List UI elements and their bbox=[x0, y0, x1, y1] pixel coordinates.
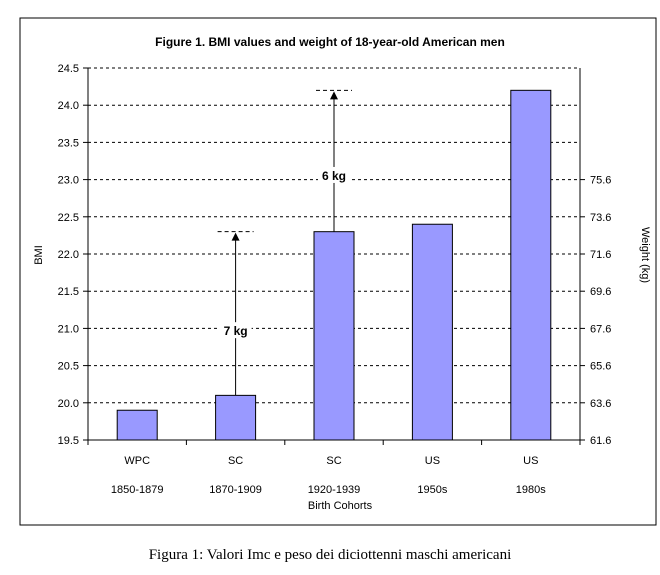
y-tick-label: 23.0 bbox=[58, 175, 79, 187]
y2-tick-label: 73.6 bbox=[590, 212, 611, 224]
y-tick-label: 22.0 bbox=[58, 249, 79, 261]
y-tick-label: 20.5 bbox=[58, 361, 79, 373]
x-category-period: 1870-1909 bbox=[209, 484, 262, 496]
annotation-label-background bbox=[318, 166, 350, 183]
y2-tick-label: 67.6 bbox=[590, 323, 611, 335]
x-category-label: SC bbox=[326, 455, 341, 467]
y2-tick-label: 75.6 bbox=[590, 175, 611, 187]
x-axis-ticks: WPC 1850-1879 SC 1870-1909 SC 1920-1939 US 1950… bbox=[87, 440, 581, 496]
x-category-label: WPC bbox=[124, 455, 150, 467]
y-axis-label: BMI bbox=[33, 245, 45, 265]
y2-tick-label: 69.6 bbox=[590, 286, 611, 298]
y2-tick-label: 61.6 bbox=[590, 435, 611, 447]
bar bbox=[116, 409, 158, 441]
x-category-period: 1950s bbox=[417, 484, 447, 496]
x-axis-label: Birth Cohorts bbox=[308, 500, 373, 512]
figure-caption: Figura 1: Valori Imc e peso dei diciotte… bbox=[148, 547, 512, 563]
x-category-period: 1980s bbox=[516, 484, 546, 496]
chart: Figure 1. BMI values and weight of 18-ye… bbox=[19, 17, 657, 526]
x-category-label: US bbox=[523, 455, 538, 467]
y-tick-label: 22.5 bbox=[58, 212, 79, 224]
bars bbox=[116, 89, 552, 441]
bar bbox=[510, 89, 552, 441]
x-category-period: 1850-1879 bbox=[111, 484, 164, 496]
y2-tick-label: 63.6 bbox=[590, 398, 611, 410]
y2-tick-label: 71.6 bbox=[590, 249, 611, 261]
y-axis-ticks: 19.5 20.0 20.5 21.0 21.5 22.0 22.5 23.0 23.5 24.0… bbox=[58, 63, 88, 447]
y2-tick-label: 65.6 bbox=[590, 361, 611, 373]
y2-axis-label: Weight (kg) bbox=[639, 227, 651, 283]
y-tick-label: 24.0 bbox=[58, 100, 79, 112]
annotation-arrow-head bbox=[231, 232, 240, 241]
y-tick-label: 21.5 bbox=[58, 286, 79, 298]
annotation-label: 7 kg bbox=[224, 324, 248, 338]
annotation-label: 6 kg bbox=[322, 169, 346, 183]
y-tick-label: 24.5 bbox=[58, 63, 79, 75]
annotations: 7 kg 6 kg bbox=[217, 89, 352, 396]
x-category-label: SC bbox=[228, 455, 243, 467]
chart-title: Figure 1. BMI values and weight of 18-ye… bbox=[155, 35, 505, 49]
annotation-arrow-head bbox=[330, 91, 338, 100]
x-category-label: US bbox=[425, 455, 440, 467]
y-tick-label: 21.0 bbox=[58, 323, 79, 335]
bar bbox=[411, 223, 453, 441]
y-tick-label: 23.5 bbox=[58, 137, 79, 149]
x-category-period: 1920-1939 bbox=[308, 484, 361, 496]
bar bbox=[215, 394, 257, 441]
y-tick-label: 19.5 bbox=[58, 435, 79, 447]
annotation-label-background bbox=[219, 322, 252, 339]
y-tick-label: 20.0 bbox=[58, 398, 79, 410]
y2-axis-ticks: 61.6 63.6 65.6 67.6 69.6 71.6 73.6 75.6 bbox=[580, 175, 611, 447]
bar bbox=[313, 231, 355, 441]
